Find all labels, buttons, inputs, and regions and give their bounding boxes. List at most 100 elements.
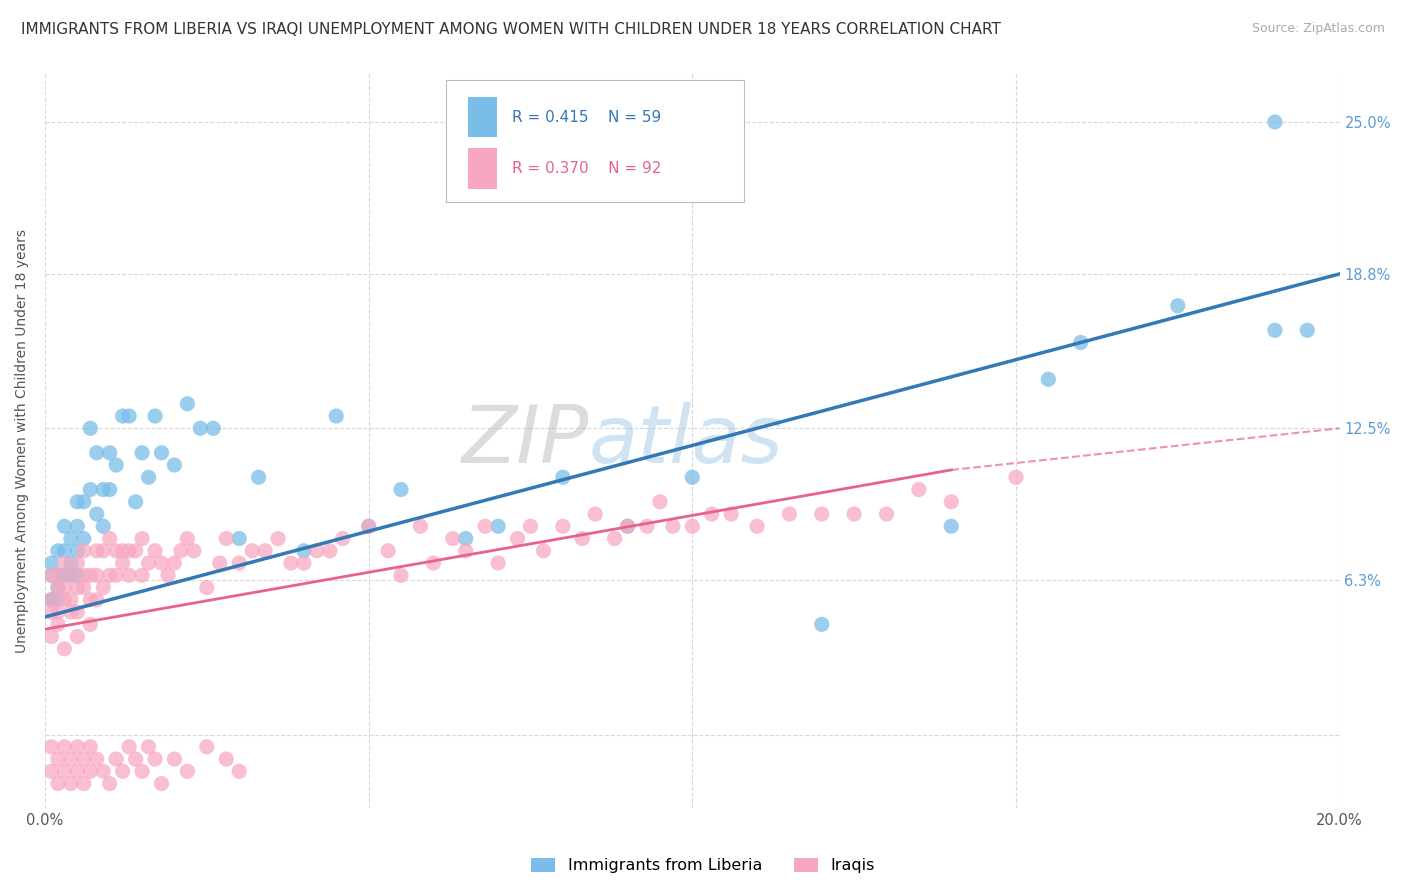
Point (648, 495, 671, 509)
Point (66, 519, 89, 533)
Point (810, 507, 832, 521)
Point (46, 543, 69, 558)
Text: R = 0.415    N = 59: R = 0.415 N = 59 (512, 110, 662, 125)
Point (228, 556, 250, 570)
Point (46, 581, 69, 595)
Point (389, 568, 412, 582)
Point (1070, 335, 1092, 350)
Point (111, 543, 134, 558)
Point (163, 458, 186, 472)
Point (228, 764, 250, 779)
Point (138, 470, 160, 484)
Bar (468, 148, 496, 189)
Point (66, 556, 89, 570)
Point (41, 592, 63, 607)
Point (79, 421, 101, 435)
Point (53, 739, 76, 754)
Point (41, 592, 63, 607)
Point (240, 543, 263, 558)
Point (59, 776, 82, 790)
Point (519, 519, 541, 533)
Point (66, 630, 89, 644)
Point (131, 568, 153, 582)
Point (86, 507, 108, 521)
Point (254, 543, 277, 558)
Point (842, 507, 865, 521)
Point (422, 556, 444, 570)
Text: atlas: atlas (589, 401, 783, 480)
Point (215, 752, 238, 766)
Point (53, 581, 76, 595)
Point (105, 543, 128, 558)
Point (486, 519, 509, 533)
Text: Source: ZipAtlas.com: Source: ZipAtlas.com (1251, 22, 1385, 36)
Point (59, 556, 82, 570)
Point (810, 617, 832, 632)
Point (409, 519, 432, 533)
Point (163, 752, 186, 766)
Point (389, 483, 412, 497)
Point (195, 581, 218, 595)
Point (138, 739, 160, 754)
Point (53, 641, 76, 656)
Point (73, 776, 96, 790)
Point (150, 446, 173, 460)
Point (41, 764, 63, 779)
Point (1005, 470, 1028, 484)
Point (195, 739, 218, 754)
Point (319, 543, 342, 558)
Point (332, 532, 354, 546)
Point (73, 543, 96, 558)
Point (118, 409, 141, 423)
Text: IMMIGRANTS FROM LIBERIA VS IRAQI UNEMPLOYMENT AMONG WOMEN WITH CHILDREN UNDER 18: IMMIGRANTS FROM LIBERIA VS IRAQI UNEMPLO… (21, 22, 1001, 37)
Point (111, 409, 134, 423)
Point (66, 543, 89, 558)
Y-axis label: Unemployment Among Women with Children Under 18 years: Unemployment Among Women with Children U… (15, 228, 30, 653)
Point (188, 421, 211, 435)
Point (66, 739, 89, 754)
Point (79, 592, 101, 607)
Point (41, 630, 63, 644)
Point (118, 739, 141, 754)
Point (98, 446, 121, 460)
Point (183, 543, 205, 558)
Point (176, 397, 198, 411)
Point (170, 543, 193, 558)
Point (79, 617, 101, 632)
Point (59, 568, 82, 582)
Point (583, 507, 606, 521)
Point (377, 543, 399, 558)
Point (73, 581, 96, 595)
Point (603, 532, 626, 546)
Point (105, 568, 128, 582)
Point (143, 543, 166, 558)
Point (73, 495, 96, 509)
Point (941, 519, 963, 533)
Point (46, 605, 69, 619)
Point (571, 532, 593, 546)
Point (202, 421, 225, 435)
Point (66, 581, 89, 595)
Point (53, 568, 76, 582)
Point (745, 519, 768, 533)
Point (53, 592, 76, 607)
Point (1167, 299, 1189, 313)
Point (73, 532, 96, 546)
Point (41, 592, 63, 607)
Point (551, 470, 574, 484)
Point (91, 764, 114, 779)
Point (53, 543, 76, 558)
Point (46, 581, 69, 595)
Bar (468, 97, 496, 137)
Point (292, 556, 315, 570)
Point (91, 483, 114, 497)
Point (636, 519, 658, 533)
Point (79, 568, 101, 582)
Point (59, 568, 82, 582)
Point (86, 543, 108, 558)
Point (98, 483, 121, 497)
Point (46, 568, 69, 582)
Point (778, 507, 800, 521)
Point (486, 556, 509, 570)
Point (474, 519, 496, 533)
